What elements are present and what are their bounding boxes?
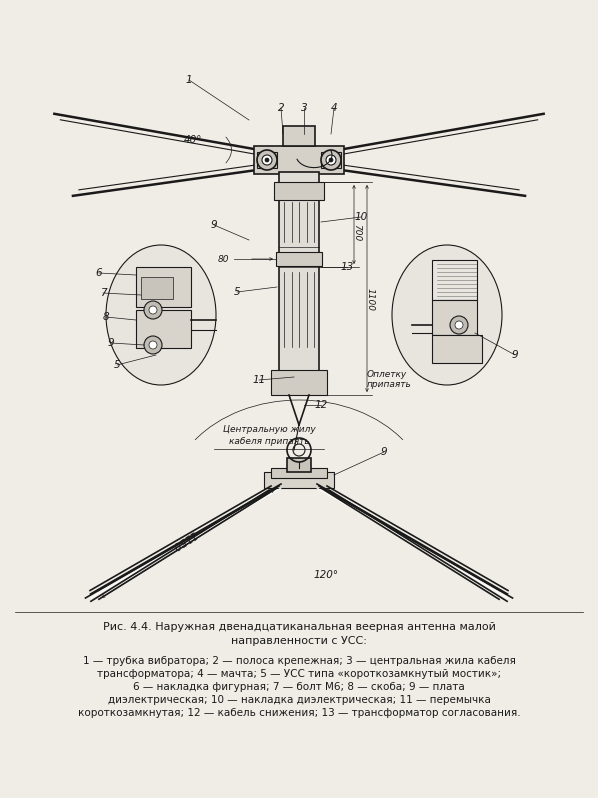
Text: 8: 8 <box>103 312 109 322</box>
Circle shape <box>144 301 162 319</box>
Text: 1150: 1150 <box>170 528 197 551</box>
Text: 40°: 40° <box>184 135 203 145</box>
Circle shape <box>257 150 277 170</box>
Bar <box>271 370 327 395</box>
Text: 9: 9 <box>512 350 518 360</box>
Text: 1100: 1100 <box>365 289 374 311</box>
Text: 1 — трубка вибратора; 2 — полоса крепежная; 3 — центральная жила кабеля: 1 — трубка вибратора; 2 — полоса крепежн… <box>83 656 515 666</box>
Text: 3: 3 <box>301 103 307 113</box>
Text: 120°: 120° <box>314 570 339 580</box>
Text: 4: 4 <box>331 103 337 113</box>
Bar <box>141 277 173 299</box>
Bar <box>257 152 277 168</box>
Text: 80: 80 <box>218 255 229 263</box>
Text: 11: 11 <box>252 375 266 385</box>
Bar <box>136 310 191 348</box>
Circle shape <box>262 155 272 165</box>
Bar <box>432 300 477 335</box>
Circle shape <box>265 158 269 162</box>
Text: 6 — накладка фигурная; 7 — болт М6; 8 — скоба; 9 — плата: 6 — накладка фигурная; 7 — болт М6; 8 — … <box>133 682 465 692</box>
Text: 9: 9 <box>381 447 388 457</box>
Bar <box>279 172 319 395</box>
Circle shape <box>326 155 336 165</box>
Circle shape <box>455 321 463 329</box>
Text: трансформатора; 4 — мачта; 5 — УСС типа «короткозамкнутый мостик»;: трансформатора; 4 — мачта; 5 — УСС типа … <box>97 669 501 679</box>
Bar <box>432 335 482 363</box>
Circle shape <box>450 316 468 334</box>
Bar <box>283 126 315 146</box>
Text: 10: 10 <box>355 212 368 222</box>
Bar <box>432 260 477 300</box>
Text: 7: 7 <box>100 288 106 298</box>
Text: 2: 2 <box>277 103 284 113</box>
Text: диэлектрическая; 10 — накладка диэлектрическая; 11 — перемычка: диэлектрическая; 10 — накладка диэлектри… <box>108 695 490 705</box>
Bar <box>321 152 341 168</box>
Ellipse shape <box>106 245 216 385</box>
Circle shape <box>144 336 162 354</box>
Bar <box>287 458 311 472</box>
Text: Оплетку
припаять: Оплетку припаять <box>367 370 412 389</box>
Bar <box>136 267 191 307</box>
Text: 700: 700 <box>352 224 362 242</box>
Text: 5: 5 <box>234 287 240 297</box>
Text: 6: 6 <box>96 268 102 278</box>
Bar <box>276 252 322 266</box>
Circle shape <box>321 150 341 170</box>
Circle shape <box>329 158 333 162</box>
Bar <box>264 472 334 488</box>
Text: Центральную жилу: Центральную жилу <box>222 425 315 434</box>
Text: 1: 1 <box>186 75 193 85</box>
Ellipse shape <box>392 245 502 385</box>
Text: короткозамкнутая; 12 — кабель снижения; 13 — трансформатор согласования.: короткозамкнутая; 12 — кабель снижения; … <box>78 708 520 718</box>
Text: Рис. 4.4. Наружная двенадцатиканальная веерная антенна малой: Рис. 4.4. Наружная двенадцатиканальная в… <box>103 622 495 632</box>
Text: кабеля припаять: кабеля припаять <box>228 437 309 446</box>
Bar <box>271 468 327 478</box>
Bar <box>254 146 344 174</box>
Text: 9: 9 <box>210 220 217 230</box>
Text: 12: 12 <box>315 400 328 410</box>
Text: 9: 9 <box>108 338 114 348</box>
Circle shape <box>149 306 157 314</box>
Text: направленности с УСС:: направленности с УСС: <box>231 636 367 646</box>
Bar <box>274 182 324 200</box>
Circle shape <box>149 341 157 349</box>
Text: 5: 5 <box>114 360 120 370</box>
Text: 13: 13 <box>340 262 353 272</box>
